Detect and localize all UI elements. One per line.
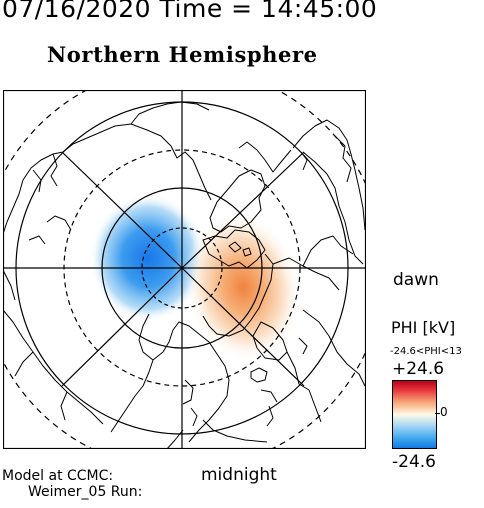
colorbar [392, 380, 437, 449]
coastline-eurasia-north [62, 101, 212, 201]
positive-potential-cell [184, 211, 302, 363]
coastline-scandinavia [110, 313, 200, 433]
coastline-siberia [3, 151, 64, 235]
map-frame [2, 89, 367, 450]
dawn-label: dawn [393, 270, 439, 290]
colorbar-range: -24.6<PHI<13 [390, 346, 462, 357]
plot-title: 07/16/2020 Time = 14:45:00 [2, 0, 378, 23]
colorbar-max-label: +24.6 [392, 359, 445, 379]
coastline-iceland [250, 367, 268, 383]
midnight-label: midnight [201, 465, 277, 485]
coastline-misc [28, 215, 308, 427]
meridian-line [61, 151, 183, 269]
coastline-north-america [202, 235, 354, 337]
colorbar-title: PHI [kV] [391, 318, 456, 337]
coastline-pacific-rim [238, 119, 366, 231]
colorbar-min-label: -24.6 [392, 452, 436, 472]
colorbar-zero-tick [435, 413, 440, 414]
colorbar-zero-label: 0 [440, 405, 448, 419]
hemisphere-title: Northern Hemisphere [47, 42, 318, 67]
coastline-hudson-bay [252, 321, 288, 361]
model-label: Model at CCMC: [2, 468, 114, 484]
polar-map [2, 89, 367, 450]
coastline-africa-north [166, 419, 268, 449]
negative-potential-cell [90, 194, 206, 322]
meridian-line [181, 151, 305, 269]
meridian-line [61, 267, 183, 387]
coastline-east-coast [286, 309, 366, 423]
coastline-arctic-islands [202, 229, 266, 269]
coastline-europe [182, 333, 230, 443]
meridian-line [181, 267, 305, 387]
coastline-greenland [209, 169, 266, 233]
coastline-alaska [302, 151, 364, 265]
run-label: Weimer_05 Run: [28, 484, 143, 500]
coastline-asia-west [3, 269, 104, 425]
